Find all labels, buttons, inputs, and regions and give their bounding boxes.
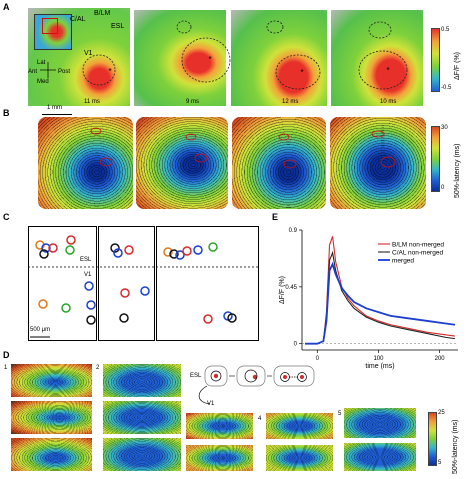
label-blm: B/LM: [94, 10, 111, 17]
panel-letter-c: C: [3, 212, 10, 222]
panel-letter-e: E: [272, 212, 279, 222]
case1-map-1: [11, 364, 92, 397]
colorbar-b: [431, 126, 440, 192]
case2-map-2: [103, 401, 181, 434]
colorbar-b-max: 30: [441, 125, 448, 131]
scatter-box-1: [28, 226, 97, 341]
time-label-2: 9 ms: [186, 99, 200, 105]
scale-bar-c-label: 500 μm: [30, 327, 51, 333]
svg-text:*: *: [108, 67, 111, 76]
colorbar-a-min: -0.5: [441, 85, 452, 91]
case4-map-2: [266, 445, 333, 471]
colorbar-d-max: 25: [438, 410, 445, 416]
case-label-4: 4: [258, 416, 262, 422]
latency-map-4: [330, 117, 426, 209]
orientation-ant: Ant: [28, 69, 38, 75]
label-c-v1: V1: [84, 272, 92, 278]
case5-map-2: [344, 443, 416, 471]
chart-e-xtick-label: 200: [435, 356, 446, 362]
label-cal: C/AL: [70, 16, 86, 23]
svg-text:*: *: [386, 66, 389, 75]
label-esl: ESL: [111, 23, 125, 30]
panel-b-overlay: [90, 127, 396, 169]
panel-letter-b: B: [3, 108, 10, 118]
chart-e-xtick-label: 0: [316, 356, 320, 362]
activation-map-4: [331, 10, 423, 106]
colorbar-a-max: 0.5: [441, 27, 450, 33]
svg-text:*: *: [300, 68, 303, 77]
chart-e-xtick-label: 100: [373, 356, 384, 362]
label-v1: V1: [84, 50, 93, 57]
orientation-med: Med: [37, 79, 49, 85]
time-label-3: 12 ms: [282, 99, 299, 105]
scale-bar-b-label: 1 mm: [47, 105, 62, 111]
chart-e-legend-label-1: B/LM non-merged: [392, 242, 444, 249]
label-d-esl: ESL: [190, 373, 202, 379]
colorbar-a: [431, 28, 440, 92]
case2-map-1: [103, 364, 181, 397]
inset-roi-box: [42, 18, 58, 34]
chart-e-legend-label-2: C/AL non-merged: [392, 250, 443, 257]
case2-map-3: [103, 438, 181, 471]
case1-map-3: [11, 438, 92, 471]
latency-map-1: [38, 117, 133, 209]
time-label-4: 10 ms: [380, 99, 397, 105]
colorbar-d: [428, 412, 437, 466]
colorbar-b-min: 0: [441, 185, 445, 191]
scatter-box-3: [156, 226, 259, 341]
case-label-2: 2: [96, 365, 100, 371]
orientation-lat: Lat: [37, 60, 46, 66]
latency-map-2: [136, 117, 228, 209]
activation-map-3: [231, 10, 327, 106]
case-label-5: 5: [338, 411, 342, 417]
time-label-1: 11 ms: [84, 99, 100, 105]
panel-a-overlay: * * * *: [40, 20, 408, 90]
orientation-post: Post: [58, 69, 71, 75]
case5-map-1: [344, 408, 416, 438]
case1-map-2: [11, 401, 92, 434]
panel-letter-d: D: [3, 350, 10, 360]
chart-e-ytick-label: 0.45: [285, 285, 297, 291]
activation-map-2: [134, 10, 226, 106]
scatter-box-2: [98, 226, 155, 341]
chart-e-legend-label-3: merged: [392, 258, 414, 265]
inset-brain-map: [34, 14, 72, 50]
colorbar-d-label: 50%-latency (ms): [452, 419, 459, 474]
label-c-esl: ESL: [80, 257, 92, 263]
case3-map-1: [186, 413, 253, 439]
colorbar-d-min: 5: [438, 460, 442, 466]
activation-map-1: [28, 8, 130, 106]
chart-e-ytick-label: 0: [294, 342, 298, 348]
chart-e-ylabel: ΔF/F (%): [279, 276, 286, 304]
chart-e-ytick-label: 0.9: [289, 228, 298, 234]
chart-e-xlabel: time (ms): [365, 363, 394, 370]
panel-c-overlay: [28, 235, 258, 338]
chart-e-series-3: [305, 261, 456, 345]
label-d-v1: V1: [207, 401, 215, 407]
scale-bar-b: [42, 114, 72, 115]
case-label-1: 1: [4, 365, 8, 371]
case3-map-2: [186, 445, 253, 471]
latency-map-3: [232, 117, 326, 209]
panel-letter-a: A: [3, 2, 10, 12]
case4-map-1: [266, 413, 333, 439]
svg-text:*: *: [208, 55, 211, 64]
